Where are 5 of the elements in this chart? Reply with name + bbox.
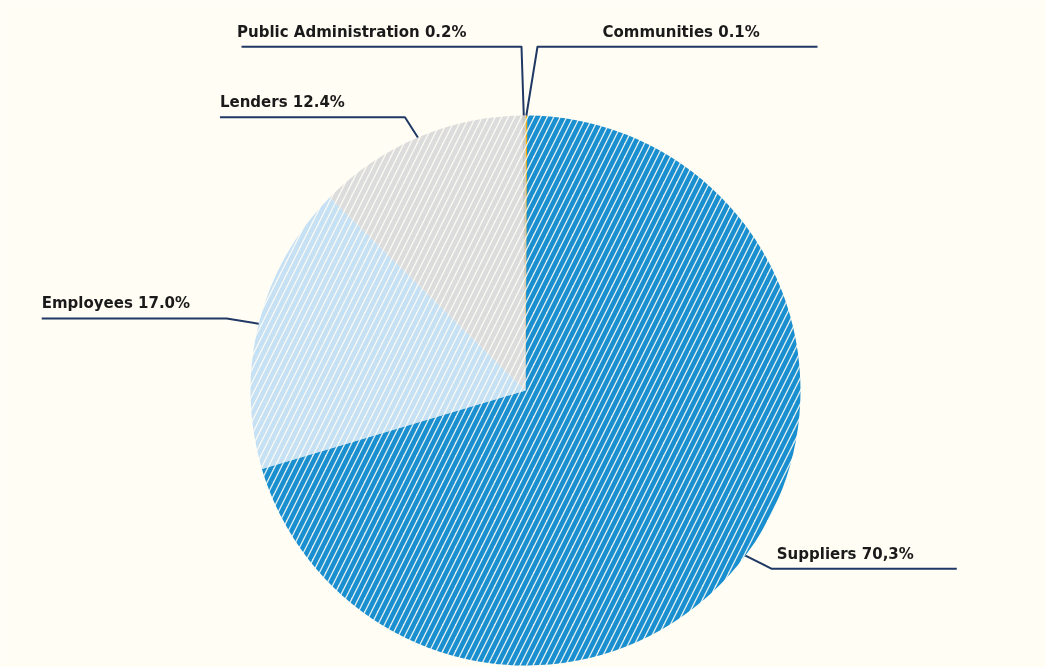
slice-label: Public Administration 0.2% <box>237 22 467 41</box>
slice-label: Communities 0.1% <box>602 22 760 41</box>
slice-label: Suppliers 70,3% <box>776 544 914 563</box>
slice-label: Employees 17.0% <box>41 294 191 313</box>
slice-label: Lenders 12.4% <box>219 93 345 112</box>
